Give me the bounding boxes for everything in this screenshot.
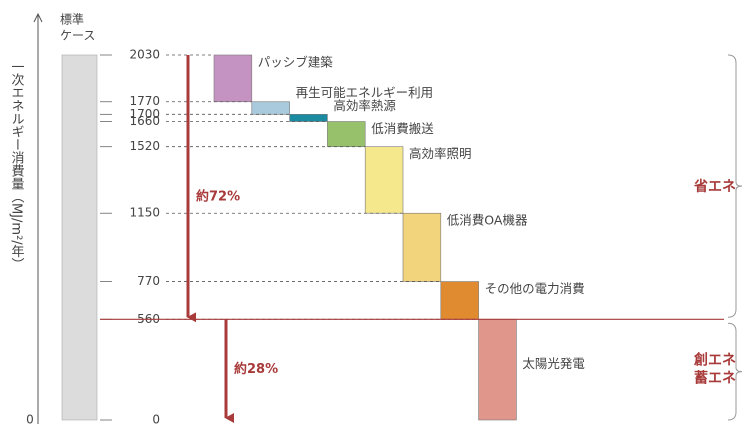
bracket-label: 蓄エネ	[694, 370, 736, 387]
start-label: 標準	[60, 12, 84, 27]
y-tick-label: 0	[152, 413, 160, 427]
bar	[251, 101, 290, 115]
bracket-label: 省エネ	[693, 178, 736, 195]
bar	[478, 319, 517, 421]
bar	[213, 54, 253, 103]
bar	[440, 281, 479, 320]
bar-label: 高効率照明	[409, 146, 472, 161]
y-tick-label: 2030	[129, 48, 160, 62]
bracket	[727, 54, 743, 318]
bar	[364, 146, 404, 214]
start-label: ケース	[60, 29, 95, 43]
bar-label: その他の電力消費	[485, 281, 585, 296]
bar-label: 低消費OA機器	[447, 213, 528, 228]
bar-label: 再生可能エネルギー利用	[296, 85, 434, 100]
y-axis-label: 一次エネルギー消費量（MJ/m²/年）	[9, 60, 25, 271]
annotation: 約28%	[234, 361, 278, 377]
bar-label: パッシブ建築	[258, 55, 334, 70]
y-tick-label: 1770	[129, 94, 160, 108]
annotation: 約72%	[196, 189, 240, 205]
y-tick-label: 1150	[129, 206, 160, 220]
bar-label: 低消費搬送	[371, 121, 434, 136]
bar-label: 高効率熱源	[333, 98, 396, 113]
bar-label: 太陽光発電	[522, 356, 585, 371]
bar	[402, 212, 442, 282]
bracket	[727, 322, 743, 421]
bracket-label: 創エネ	[693, 352, 736, 369]
y-tick-label: 770	[137, 274, 160, 288]
y-tick-label: 1700	[129, 107, 160, 121]
y-axis-arrow	[33, 12, 43, 23]
start-bar	[61, 54, 98, 421]
bar	[289, 114, 328, 122]
y-axis-origin: 0	[26, 413, 34, 427]
bar	[327, 121, 366, 147]
y-tick-label: 1660	[129, 114, 160, 128]
y-tick-label: 1520	[129, 139, 160, 153]
